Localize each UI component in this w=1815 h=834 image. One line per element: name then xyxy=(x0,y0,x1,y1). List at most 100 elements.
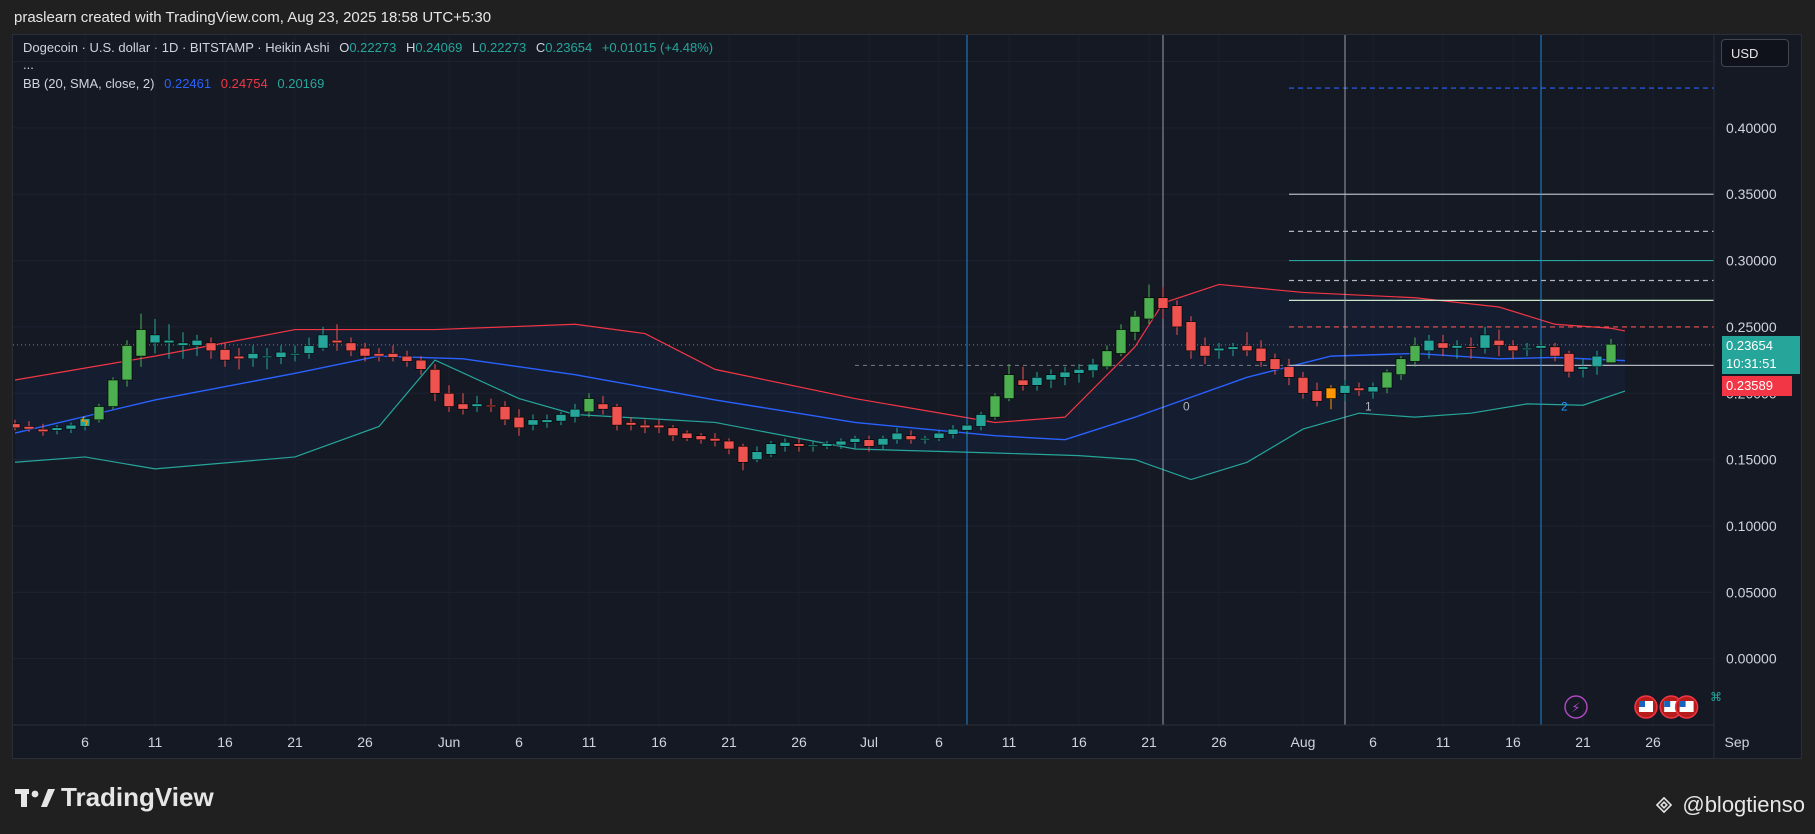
candle-body[interactable] xyxy=(107,379,119,407)
candle-body[interactable] xyxy=(359,347,371,357)
candle-body[interactable] xyxy=(849,438,861,443)
candle-body[interactable] xyxy=(1073,369,1085,374)
candle-body[interactable] xyxy=(65,424,77,430)
candle-body[interactable] xyxy=(1297,377,1309,394)
candle-body[interactable] xyxy=(1283,366,1295,378)
symbol-name[interactable]: Dogecoin · U.S. dollar · 1D · BITSTAMP ·… xyxy=(23,40,330,55)
candle-body[interactable] xyxy=(723,440,735,450)
candle-body[interactable] xyxy=(1563,353,1575,373)
candle-body[interactable] xyxy=(975,414,987,427)
candle-body[interactable] xyxy=(135,329,147,357)
candle-body[interactable] xyxy=(401,355,413,362)
candle-body[interactable] xyxy=(751,451,763,460)
candle-body[interactable] xyxy=(667,427,679,437)
candle-body[interactable] xyxy=(1381,371,1393,389)
candle-body[interactable] xyxy=(233,355,245,360)
candle-body[interactable] xyxy=(597,403,609,410)
candle-body[interactable] xyxy=(219,349,231,361)
candle-body[interactable] xyxy=(1605,343,1617,364)
candle-body[interactable] xyxy=(331,339,343,344)
candle-body[interactable] xyxy=(205,342,217,352)
candle-body[interactable] xyxy=(1227,346,1239,350)
candle-body[interactable] xyxy=(891,432,903,441)
candle-body[interactable] xyxy=(443,392,455,407)
bb-legend[interactable]: BB (20, SMA, close, 2) 0.22461 0.24754 0… xyxy=(23,76,324,91)
candle-body[interactable] xyxy=(863,439,875,447)
candle-body[interactable] xyxy=(1395,358,1407,375)
candle-body[interactable] xyxy=(793,443,805,447)
candle-body[interactable] xyxy=(653,424,665,429)
candle-body[interactable] xyxy=(919,438,931,441)
candle-body[interactable] xyxy=(1129,316,1141,333)
candle-body[interactable] xyxy=(93,406,105,421)
candle-body[interactable] xyxy=(1535,345,1547,349)
candle-body[interactable] xyxy=(835,440,847,446)
candle-body[interactable] xyxy=(1017,379,1029,386)
legend-more[interactable]: ... xyxy=(23,57,34,72)
candle-body[interactable] xyxy=(303,345,315,354)
candle-body[interactable] xyxy=(1185,321,1197,352)
candle-body[interactable] xyxy=(527,419,539,426)
candle-body[interactable] xyxy=(1101,350,1113,368)
candle-body[interactable] xyxy=(1003,374,1015,399)
candle-body[interactable] xyxy=(1157,297,1169,309)
candle-body[interactable] xyxy=(737,446,749,463)
candle-body[interactable] xyxy=(961,424,973,431)
candle-body[interactable] xyxy=(1521,347,1533,350)
candle-body[interactable] xyxy=(1451,345,1463,349)
candle-body[interactable] xyxy=(1493,339,1505,346)
candle-body[interactable] xyxy=(709,438,721,442)
candle-body[interactable] xyxy=(1241,345,1253,352)
candle-body[interactable] xyxy=(415,359,427,370)
candle-body[interactable] xyxy=(1339,385,1351,394)
candle-body[interactable] xyxy=(1115,329,1127,354)
candle-body[interactable] xyxy=(1059,371,1071,378)
lightning-event-icon[interactable] xyxy=(1564,695,1588,719)
candle-body[interactable] xyxy=(471,403,483,407)
candle-body[interactable] xyxy=(149,334,161,344)
candle-body[interactable] xyxy=(1577,366,1589,370)
candle-body[interactable] xyxy=(1591,355,1603,368)
candle-body[interactable] xyxy=(555,414,567,422)
candle-body[interactable] xyxy=(1437,342,1449,349)
candle-body[interactable] xyxy=(1087,363,1099,372)
candle-body[interactable] xyxy=(989,395,1001,418)
candlestick-chart[interactable]: RRRR01230.450000.400000.350000.300000.25… xyxy=(13,35,1802,759)
currency-button[interactable]: USD xyxy=(1721,39,1789,67)
candle-body[interactable] xyxy=(387,353,399,358)
candle-body[interactable] xyxy=(1367,386,1379,393)
candle-body[interactable] xyxy=(121,345,133,381)
candle-body[interactable] xyxy=(779,442,791,447)
candle-body[interactable] xyxy=(177,342,189,346)
candle-body[interactable] xyxy=(1507,345,1519,352)
candle-body[interactable] xyxy=(1255,347,1267,362)
candle-body[interactable] xyxy=(429,369,441,394)
candle-body[interactable] xyxy=(1409,345,1421,362)
candle-body[interactable] xyxy=(1143,297,1155,320)
candle-body[interactable] xyxy=(821,443,833,447)
candle-body[interactable] xyxy=(1199,345,1211,357)
candle-body[interactable] xyxy=(191,339,203,346)
candle-body[interactable] xyxy=(807,444,819,447)
candle-body[interactable] xyxy=(275,351,287,358)
candle-body[interactable] xyxy=(877,438,889,446)
candle-body[interactable] xyxy=(639,424,651,429)
candle-body[interactable] xyxy=(163,339,175,344)
candle-body[interactable] xyxy=(1311,390,1323,402)
candle-body[interactable] xyxy=(345,342,357,352)
candle-body[interactable] xyxy=(79,418,91,427)
candle-body[interactable] xyxy=(23,426,35,430)
candle-body[interactable] xyxy=(247,353,259,360)
candle-body[interactable] xyxy=(1213,347,1225,352)
candle-body[interactable] xyxy=(611,406,623,426)
candle-body[interactable] xyxy=(1549,346,1561,357)
chart-container[interactable]: RRRR01230.450000.400000.350000.300000.25… xyxy=(12,34,1802,759)
candle-body[interactable] xyxy=(37,428,49,433)
candle-body[interactable] xyxy=(1465,346,1477,349)
candle-body[interactable] xyxy=(485,404,497,408)
candle-body[interactable] xyxy=(317,334,329,349)
candle-body[interactable] xyxy=(13,423,21,429)
candle-body[interactable] xyxy=(569,408,581,418)
candle-body[interactable] xyxy=(1045,374,1057,381)
candle-body[interactable] xyxy=(261,355,273,358)
